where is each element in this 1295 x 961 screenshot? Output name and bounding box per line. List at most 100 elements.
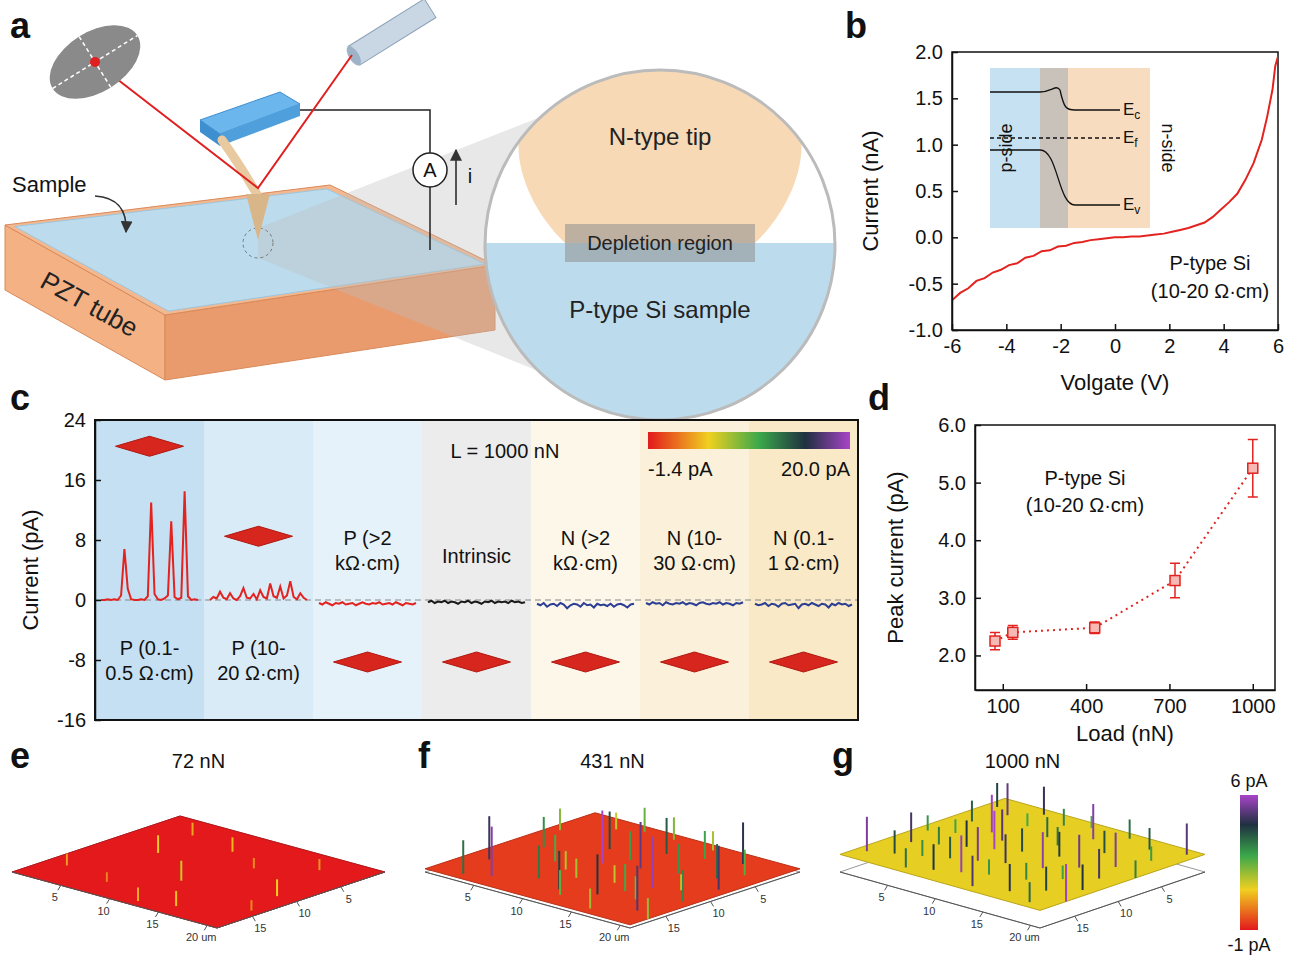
tick-label: 2.0 [915,41,943,63]
tick: 2.0 [938,644,981,666]
marks [101,491,852,608]
column-band [204,420,313,720]
spike [629,831,631,860]
spike [1135,860,1137,878]
spike [652,837,654,888]
tick-mark [1169,324,1171,330]
spike [488,816,490,859]
tick: 1.5 [915,87,958,109]
figure: aPZT tubeSampleAiN-type tipDepletion reg… [0,0,1295,961]
side-label: p-side [996,123,1016,172]
tick: -0.5 [909,273,958,295]
spike [1025,863,1027,880]
tick: 24 [64,409,101,431]
spike [575,859,577,878]
tick-mark [341,887,344,892]
map-thumbnail [334,652,402,672]
tick-label: 3.0 [938,587,966,609]
spike [231,837,233,851]
spike [1045,867,1047,891]
tick: -2 [1052,324,1070,357]
tick-mark [932,899,935,904]
spike [1042,832,1044,868]
tick-mark [1115,324,1117,330]
error-bar [1090,622,1100,634]
tick-label: -16 [57,709,86,731]
annotation: L = 1000 nN [451,440,560,462]
tick-label: 5 [1167,893,1173,905]
spike [640,822,642,868]
map-thumbnail [225,526,293,546]
spike [462,840,464,874]
tick-mark [204,925,207,930]
point [1248,463,1258,473]
spike [921,840,923,856]
tick-mark [520,899,523,904]
tick-mark [1278,324,1280,330]
tick-mark [471,885,474,890]
marks [952,57,1278,301]
surface [840,798,1205,910]
spike [1150,846,1152,860]
spike [1098,849,1100,879]
plot-frame [975,425,1275,690]
tick: 400 [1070,684,1103,717]
tick-label: 20 um [599,931,630,943]
tick-label: 10 [923,905,935,917]
panel-b: bEcEfEvp-siden-side-6-4-20246-1.0-0.50.0… [845,5,1284,395]
spike [933,844,935,870]
colorbar-label: 20.0 pA [781,458,851,480]
spike [491,827,493,877]
tick-label: 8 [75,529,86,551]
spike [1043,787,1045,815]
zero-line [95,599,858,600]
spike [938,827,940,845]
plot-frame [952,52,1278,330]
spike [559,870,561,895]
tick-label: 1.5 [915,87,943,109]
detector-cross [37,10,154,114]
sample-label: N (>2kΩ·cm) [553,527,618,574]
spike [704,831,706,859]
tip-label: N-type tip [609,123,712,150]
spike [1009,864,1011,891]
panel-d: d10040070010002.03.04.05.06.0Load (nN)Pe… [868,377,1276,746]
marks [463,808,744,919]
tick-label: 10 [712,907,724,919]
chip-front [200,120,220,146]
tick-label: 0.5 [915,180,943,202]
spike [971,856,973,886]
tick-mark [885,885,888,890]
tick-mark [1060,324,1062,330]
spike [1103,831,1105,853]
spike [180,861,182,881]
spike [66,854,68,866]
laser-end [344,44,364,68]
spike [565,851,567,869]
tick-label: 5.0 [938,472,966,494]
tick: 4 [1219,324,1230,357]
tick: 6.0 [938,414,981,436]
sample-label: P (0.1-0.5 Ω·cm) [105,637,193,684]
tick-mark [568,912,571,917]
detector-disk [37,10,154,114]
tick-mark [975,540,981,542]
panel-letter: b [845,5,867,46]
tick-label: 20 um [1009,931,1040,943]
tick-label: -4 [998,335,1016,357]
panel-letter: f [418,735,431,776]
tick-mark [252,916,255,921]
tick-mark [975,655,981,657]
spike [666,818,668,854]
floor-outline [12,816,385,928]
panel-f: f5101520 um51015431 nN [418,735,800,943]
panel-title: 431 nN [580,750,645,772]
spike [971,801,973,822]
tick-mark [95,540,101,542]
spike [647,898,649,919]
band-label: Ec [1123,100,1140,122]
band-inset: EcEfEvp-siden-side [990,68,1178,228]
current-label: i [468,165,472,187]
tick-mark [1253,684,1255,690]
spike [1115,833,1117,867]
